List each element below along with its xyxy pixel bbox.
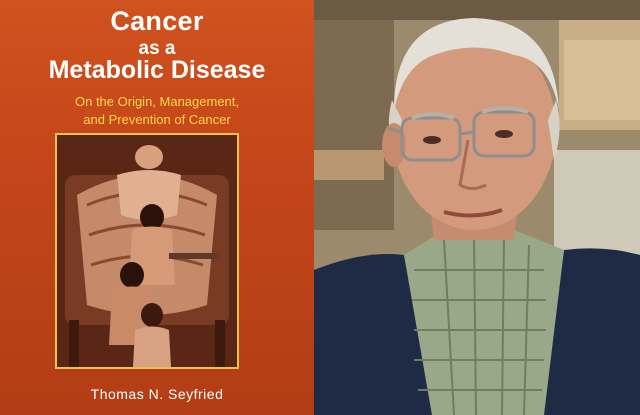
book-author: Thomas N. Seyfried <box>90 386 224 402</box>
portrait-drawing <box>314 0 640 415</box>
book-subtitle-line-1: On the Origin, Management, <box>74 94 240 109</box>
book-subtitle-line-2: and Prevention of Cancer <box>83 112 231 127</box>
cover-illustration <box>55 133 239 369</box>
cover-illustration-drawing <box>57 135 237 367</box>
portrait-photo <box>314 0 640 415</box>
book-title-line-3: Metabolic Disease <box>48 56 266 84</box>
book-title-line-1: Cancer <box>110 6 204 36</box>
book-title-line-2: as a <box>138 38 176 59</box>
book-cover: Cancer as a Metabolic Disease On the Ori… <box>0 0 314 415</box>
